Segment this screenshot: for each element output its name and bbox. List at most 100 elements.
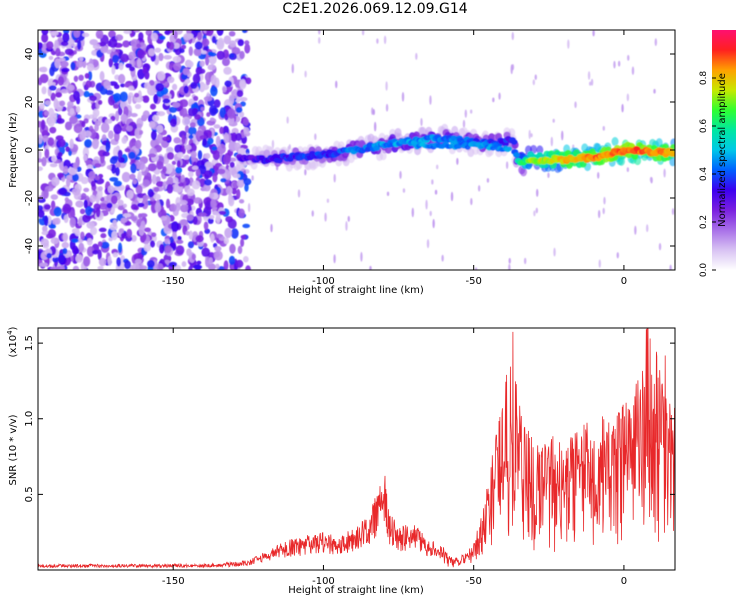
x-tick-label: -100: [312, 276, 335, 287]
x-tick-label: 0: [621, 276, 627, 287]
noise-blob: [107, 185, 115, 194]
noise-blob: [238, 199, 245, 204]
noise-blob: [41, 156, 47, 167]
noise-blob: [469, 109, 473, 114]
noise-blob: [47, 229, 56, 239]
noise-blob: [60, 60, 69, 68]
noise-blob: [90, 226, 98, 236]
noise-blob: [137, 213, 143, 219]
noise-blob: [199, 135, 207, 140]
noise-blob: [183, 154, 190, 160]
noise-blob: [156, 70, 166, 81]
noise-blob: [162, 98, 171, 104]
noise-blob: [530, 133, 533, 138]
noise-blob: [55, 47, 61, 57]
noise-blob: [210, 74, 217, 86]
noise-blob: [171, 160, 177, 165]
noise-blob: [613, 60, 616, 69]
noise-blob: [230, 228, 239, 239]
noise-blob: [215, 263, 220, 270]
noise-blob: [150, 103, 157, 110]
noise-blob: [97, 241, 103, 247]
noise-blob: [187, 241, 195, 249]
noise-blob: [83, 154, 88, 161]
noise-blob: [646, 224, 649, 233]
noise-blob: [86, 246, 95, 257]
noise-blob: [100, 233, 107, 239]
noise-blob: [552, 118, 555, 123]
noise-blob: [211, 35, 217, 44]
noise-blob: [81, 32, 90, 38]
noise-blob: [54, 58, 61, 69]
noise-blob: [134, 103, 142, 110]
noise-blob: [62, 247, 68, 255]
noise-blob: [318, 30, 321, 35]
noise-blob: [164, 163, 173, 175]
noise-blob: [225, 216, 233, 223]
noise-blob: [386, 191, 390, 196]
noise-blob: [40, 66, 48, 73]
noise-blob: [84, 130, 92, 138]
noise-blob: [369, 265, 372, 270]
noise-blob: [173, 30, 178, 40]
noise-blob: [164, 245, 172, 254]
colorbar-tick-label: 0.2: [699, 215, 709, 229]
noise-blob: [654, 38, 658, 46]
noise-blob: [165, 198, 171, 209]
ridge-cell: [536, 145, 544, 155]
noise-blob: [44, 100, 51, 106]
noise-blob: [464, 109, 468, 118]
noise-blob: [142, 194, 150, 201]
noise-blob: [43, 110, 50, 116]
noise-blob: [95, 30, 104, 39]
noise-blob: [38, 77, 43, 86]
noise-blob: [204, 161, 214, 171]
noise-blob: [100, 241, 110, 249]
noise-blob: [42, 135, 49, 142]
noise-blob: [167, 76, 175, 84]
noise-blob: [229, 161, 235, 168]
noise-blob: [94, 163, 102, 168]
noise-blob: [83, 199, 88, 209]
noise-blob: [85, 205, 93, 216]
noise-blob: [49, 66, 55, 77]
x-tick-label: -150: [162, 576, 185, 587]
noise-blob: [137, 49, 146, 59]
noise-blob: [236, 179, 245, 188]
noise-blob: [130, 113, 138, 118]
colorbar-tick-label: 0.0: [699, 263, 709, 278]
noise-blob: [83, 187, 90, 193]
noise-blob: [238, 208, 245, 218]
noise-blob: [244, 40, 250, 46]
noise-blob: [663, 168, 666, 178]
noise-blob: [553, 247, 556, 257]
noise-blob: [89, 95, 97, 102]
noise-blob: [236, 188, 241, 200]
noise-blob: [291, 63, 294, 74]
noise-blob: [156, 124, 164, 134]
noise-blob: [185, 230, 190, 236]
noise-blob: [179, 48, 185, 54]
x-tick-label: -100: [312, 576, 335, 587]
noise-blob: [87, 63, 95, 72]
y-tick-label: 1.0: [24, 411, 35, 427]
noise-blob: [83, 90, 90, 98]
noise-blob: [239, 50, 245, 60]
noise-blob: [92, 250, 99, 255]
noise-blob: [251, 175, 254, 181]
x-tick-label: 0: [621, 576, 627, 587]
ridge-cell: [670, 151, 675, 157]
noise-blob: [98, 227, 107, 233]
noise-blob: [175, 239, 184, 244]
noise-blob: [212, 150, 220, 161]
snr-y-label: SNR (10 * v/v): [8, 414, 19, 485]
noise-blob: [115, 110, 120, 122]
noise-blob: [535, 207, 539, 214]
noise-blob: [188, 171, 194, 178]
noise-blob: [64, 48, 74, 56]
ridge-cell: [275, 157, 283, 164]
noise-blob: [112, 93, 122, 102]
noise-blob: [144, 227, 151, 233]
noise-blob: [187, 126, 197, 137]
noise-blob: [188, 230, 193, 240]
